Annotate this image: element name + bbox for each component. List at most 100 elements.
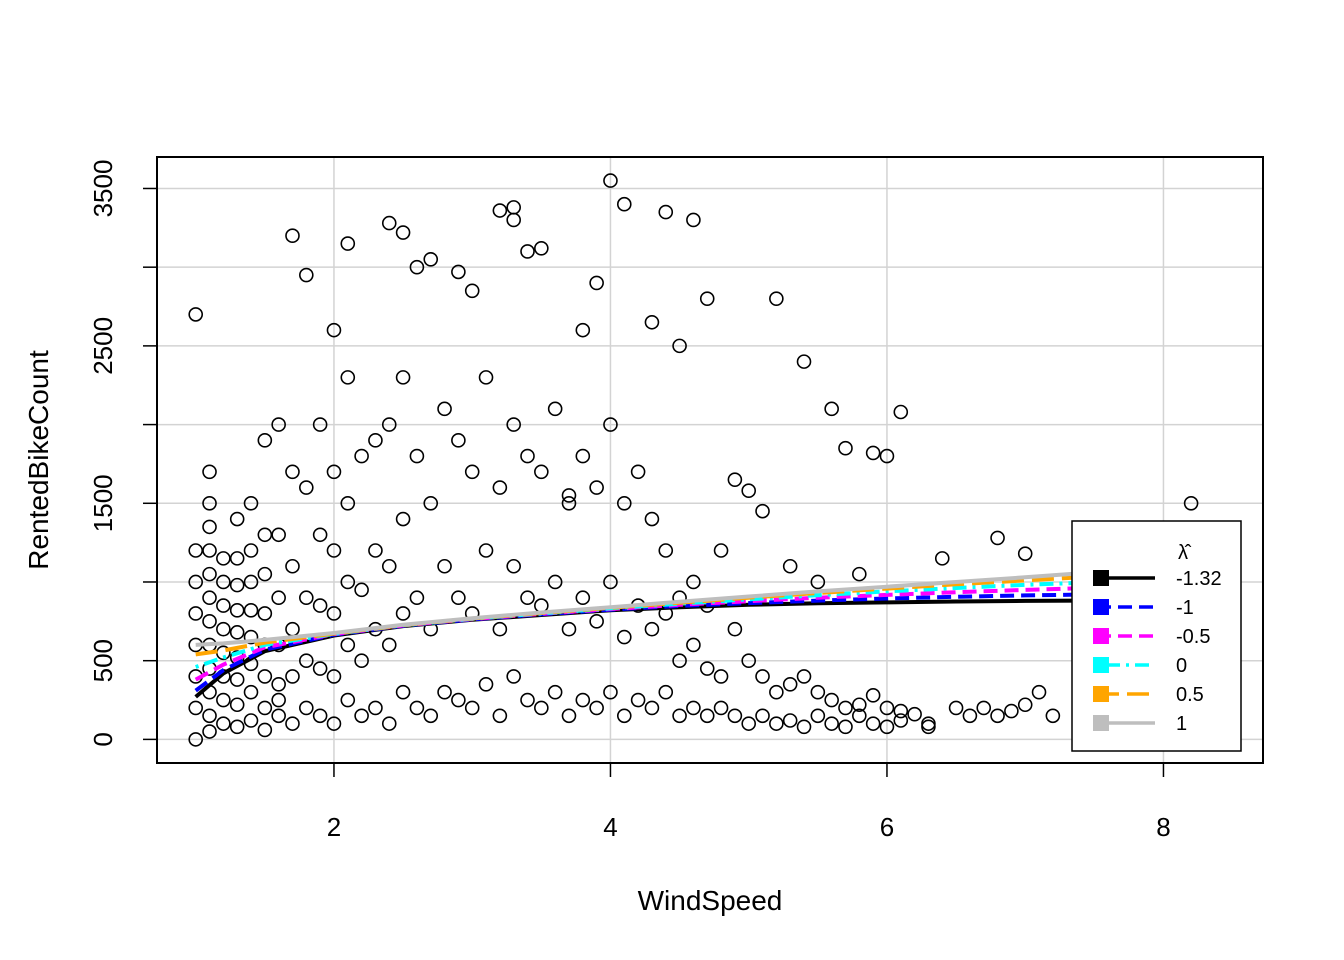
data-point (741, 653, 757, 668)
data-point (990, 530, 1005, 546)
data-point (534, 464, 549, 480)
data-point (575, 448, 591, 464)
data-point (312, 661, 328, 676)
y-tick-label: 500 (88, 639, 118, 682)
data-point (340, 692, 356, 708)
data-point (1017, 697, 1033, 713)
data-point (782, 558, 798, 574)
data-point (630, 692, 646, 708)
data-point (1183, 495, 1199, 511)
data-point (271, 590, 286, 606)
data-point (976, 700, 992, 716)
y-tick-label: 2500 (88, 317, 118, 375)
data-point (699, 708, 715, 724)
data-point (534, 700, 549, 716)
legend-label: -1.32 (1176, 568, 1222, 590)
data-point (216, 621, 231, 637)
data-point (686, 574, 701, 590)
data-point (921, 716, 936, 731)
data-point (395, 606, 411, 621)
data-point (229, 697, 245, 713)
x-tick-label: 4 (603, 812, 617, 842)
data-point (838, 719, 853, 735)
data-point (202, 614, 217, 629)
data-point (782, 676, 798, 692)
data-point (893, 703, 909, 719)
data-point (838, 440, 853, 456)
data-point (893, 713, 909, 728)
data-point (782, 713, 798, 728)
data-point (934, 551, 950, 566)
data-point (423, 495, 439, 511)
data-point (451, 590, 466, 606)
data-point (229, 577, 245, 593)
data-point (312, 417, 328, 432)
legend-entry: -1.32 (1093, 568, 1222, 590)
y-tick-label: 1500 (88, 474, 118, 532)
data-point (492, 621, 508, 637)
data-point (188, 574, 204, 590)
data-point (202, 590, 217, 606)
data-point (188, 606, 204, 621)
data-point (326, 606, 342, 621)
data-point (810, 684, 826, 700)
data-point (603, 574, 618, 590)
data-point (810, 574, 826, 590)
data-point (699, 661, 715, 676)
data-point (381, 417, 397, 432)
data-point (492, 708, 508, 724)
data-point (285, 621, 300, 637)
data-point (285, 716, 300, 731)
data-point (575, 590, 591, 606)
data-point (451, 692, 466, 708)
fitted-curves (194, 571, 1081, 699)
data-point (451, 433, 466, 448)
data-point (893, 404, 909, 420)
data-point (202, 519, 217, 535)
data-point (188, 732, 204, 747)
data-point (354, 582, 369, 598)
data-point (534, 240, 549, 256)
data-point (340, 574, 356, 590)
data-point (686, 700, 701, 716)
data-point (796, 669, 812, 684)
data-point (644, 621, 660, 637)
data-point (409, 259, 425, 275)
data-point (243, 574, 259, 590)
data-point (796, 719, 812, 735)
data-point (285, 464, 300, 480)
data-point (506, 417, 521, 432)
data-point (312, 527, 328, 543)
data-point (202, 495, 217, 511)
data-point (216, 692, 231, 708)
data-point (437, 401, 452, 417)
data-point (354, 653, 369, 668)
data-point (285, 558, 300, 574)
data-point (409, 590, 425, 606)
legend: λ̂ -1.32-1-0.500.51 (1071, 520, 1242, 752)
data-point (229, 551, 245, 566)
data-point (755, 503, 770, 519)
data-point (727, 472, 743, 487)
x-tick-label: 2 (327, 812, 341, 842)
data-point (368, 433, 383, 448)
data-point (478, 676, 494, 692)
data-point (755, 669, 770, 684)
legend-label: -1 (1176, 597, 1194, 619)
data-point (865, 688, 881, 703)
data-point (229, 603, 245, 618)
data-point (672, 338, 687, 354)
data-point (672, 653, 687, 668)
data-point (520, 692, 535, 708)
data-point (381, 716, 397, 731)
data-point (810, 708, 826, 724)
data-point (271, 676, 286, 692)
data-point (616, 708, 632, 724)
data-point (1031, 684, 1047, 700)
x-tick-label: 8 (1156, 812, 1170, 842)
data-point (603, 417, 618, 432)
data-point (202, 724, 217, 739)
data-point (1045, 708, 1061, 724)
data-point (202, 708, 217, 724)
